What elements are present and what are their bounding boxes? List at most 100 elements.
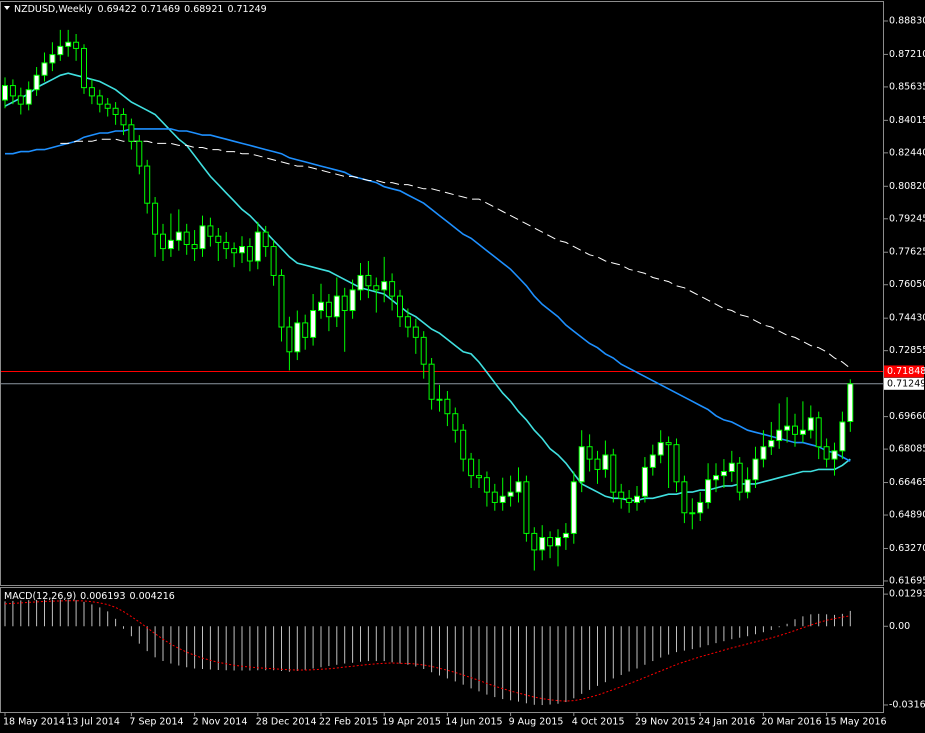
x-tick-label: 19 Apr 2015 xyxy=(382,717,441,728)
candle-body xyxy=(807,417,814,431)
y-tick-label: 0.80820 xyxy=(889,181,925,192)
candle-body xyxy=(523,481,530,534)
y-tick-label: 0.74430 xyxy=(889,313,925,324)
y-tick-label: 0.72855 xyxy=(889,345,925,356)
y-tick-label: 0.84015 xyxy=(889,115,925,126)
candle-body xyxy=(499,495,506,503)
x-tick-label: 4 Oct 2015 xyxy=(572,717,625,728)
y-tick-label: 0.88830 xyxy=(889,15,925,26)
candle-body xyxy=(65,41,72,47)
y-tick-label: 0.69660 xyxy=(889,411,925,422)
level-label: 0.71848 xyxy=(887,366,925,377)
candle-body xyxy=(17,95,24,105)
candle-body xyxy=(325,301,332,318)
candle-body xyxy=(223,241,230,250)
y-tick-label: 0.82440 xyxy=(889,147,925,158)
candle-body xyxy=(128,124,135,142)
x-tick-label: 2 Nov 2014 xyxy=(193,717,248,728)
candle-body xyxy=(468,458,475,477)
candle-body xyxy=(689,512,696,515)
price-header: NZDUSD,Weekly 0.69422 0.71469 0.68921 0.7124… xyxy=(14,4,267,15)
candle-body xyxy=(160,233,166,250)
candle-body xyxy=(389,281,396,297)
y-tick-label: 0.79245 xyxy=(889,213,925,224)
candle-body xyxy=(752,458,759,481)
candle-body xyxy=(81,47,87,89)
macd-header: MACD(12,26,9) 0.006193 0.004216 xyxy=(4,591,175,602)
candle-body xyxy=(104,103,111,109)
candle-body xyxy=(831,450,838,460)
level-label-box xyxy=(884,365,924,378)
menu-arrow[interactable] xyxy=(4,6,10,10)
candle-body xyxy=(436,398,443,401)
macd-pane-frame xyxy=(0,587,884,713)
candle-body xyxy=(539,537,546,551)
candle-body xyxy=(681,481,688,514)
bid-label: 0.71249 xyxy=(887,378,925,389)
candle-body xyxy=(397,295,403,318)
candle-body xyxy=(736,462,743,493)
candle-body xyxy=(562,532,569,539)
candle-body xyxy=(547,537,554,547)
x-tick-label: 24 Jan 2016 xyxy=(698,717,755,728)
bid-label-box xyxy=(884,377,924,390)
y-tick-label: 0.76050 xyxy=(889,279,925,290)
candle-body xyxy=(152,202,159,235)
x-tick-label: 29 Nov 2015 xyxy=(635,717,696,728)
candle-body xyxy=(57,45,64,56)
candle-body xyxy=(412,326,419,338)
y-tick-label: 0.012933 xyxy=(889,589,925,600)
last-high: 0.71469 xyxy=(141,4,180,15)
candle-body xyxy=(9,85,16,97)
candle-body xyxy=(531,532,538,551)
moving-average-line xyxy=(60,138,851,369)
candle-body xyxy=(207,225,214,237)
y-tick-label: 0.00 xyxy=(889,621,910,632)
candle-body xyxy=(444,398,451,415)
x-tick-label: 18 May 2014 xyxy=(3,717,65,728)
y-tick-label: 0.64890 xyxy=(889,510,925,521)
candle-body xyxy=(491,491,498,503)
candle-body xyxy=(460,429,467,460)
candle-body xyxy=(88,87,95,97)
y-tick-label: -0.031673 xyxy=(889,699,925,710)
candle-body xyxy=(823,446,830,460)
candle-body xyxy=(404,316,411,328)
x-tick-label: 28 Dec 2014 xyxy=(256,717,317,728)
candle-body xyxy=(626,497,633,503)
y-tick-label: 0.63270 xyxy=(889,543,925,554)
signal-last: 0.004216 xyxy=(130,591,175,602)
candle-body xyxy=(815,417,822,448)
last-close: 0.71249 xyxy=(227,4,266,15)
candle-body xyxy=(665,442,672,446)
candle-body xyxy=(476,475,482,479)
candle-body xyxy=(120,113,127,126)
candle-body xyxy=(420,336,427,365)
candle-body xyxy=(183,231,190,245)
x-tick-label: 15 May 2016 xyxy=(825,717,887,728)
candle-body xyxy=(776,429,783,442)
candle-body xyxy=(578,446,585,483)
candle-body xyxy=(570,481,577,534)
candle-body xyxy=(302,322,309,338)
candle-body xyxy=(657,442,664,456)
candle-body xyxy=(286,326,293,353)
candle-body xyxy=(555,537,561,547)
candle-body xyxy=(73,41,80,49)
macd-title: MACD(12,26,9) xyxy=(4,591,76,602)
candle-body xyxy=(483,477,490,493)
x-tick-label: 22 Feb 2015 xyxy=(319,717,378,728)
candle-body xyxy=(649,454,656,468)
candle-body xyxy=(199,225,206,250)
candle-body xyxy=(602,454,609,470)
x-tick-label: 13 Jul 2014 xyxy=(66,717,120,728)
candle-body xyxy=(25,89,32,105)
candle-body xyxy=(586,446,593,460)
candle-body xyxy=(2,85,8,101)
candle-body xyxy=(112,107,119,115)
candle-body xyxy=(792,425,798,435)
y-tick-label: 0.87210 xyxy=(889,49,925,60)
candle-body xyxy=(428,363,435,400)
candle-body xyxy=(847,383,854,423)
